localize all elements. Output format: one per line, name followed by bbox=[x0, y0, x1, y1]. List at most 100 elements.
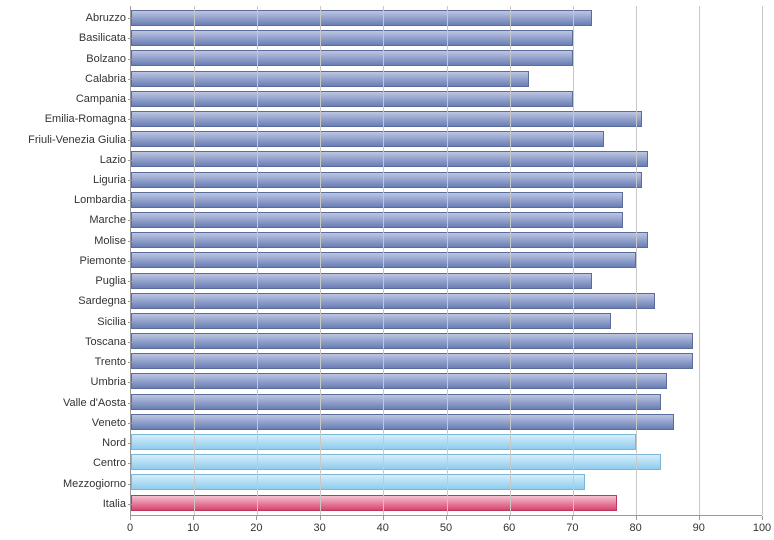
y-axis-tick-label: Mezzogiorno bbox=[63, 478, 126, 490]
y-label-row: Friuli-Venezia Giulia bbox=[0, 132, 126, 148]
y-label-row: Mezzogiorno bbox=[0, 476, 126, 492]
y-label-row: Trento bbox=[0, 354, 126, 370]
y-label-row: Campania bbox=[0, 91, 126, 107]
y-label-row: Abruzzo bbox=[0, 10, 126, 26]
y-axis-tick-label: Basilicata bbox=[79, 32, 126, 44]
y-tick bbox=[128, 119, 132, 120]
x-tick bbox=[572, 516, 573, 520]
y-label-row: Emilia-Romagna bbox=[0, 111, 126, 127]
y-axis-tick-label: Valle d'Aosta bbox=[63, 397, 126, 409]
y-axis-tick-label: Piemonte bbox=[80, 255, 126, 267]
y-tick bbox=[128, 403, 132, 404]
y-axis-labels: AbruzzoBasilicataBolzanoCalabriaCampania… bbox=[0, 6, 126, 516]
y-label-row: Valle d'Aosta bbox=[0, 395, 126, 411]
y-axis-tick-label: Molise bbox=[94, 235, 126, 247]
bar bbox=[131, 30, 573, 46]
x-axis-tick-label: 20 bbox=[250, 522, 262, 534]
y-label-row: Lazio bbox=[0, 152, 126, 168]
y-label-row: Marche bbox=[0, 212, 126, 228]
y-label-row: Liguria bbox=[0, 172, 126, 188]
bar bbox=[131, 373, 667, 389]
y-tick bbox=[128, 342, 132, 343]
x-tick bbox=[320, 516, 321, 520]
x-tick bbox=[446, 516, 447, 520]
bar bbox=[131, 333, 693, 349]
y-tick bbox=[128, 140, 132, 141]
chart-container: AbruzzoBasilicataBolzanoCalabriaCampania… bbox=[0, 0, 774, 540]
y-axis-tick-label: Sardegna bbox=[78, 295, 126, 307]
y-tick bbox=[128, 443, 132, 444]
y-label-row: Umbria bbox=[0, 374, 126, 390]
bar bbox=[131, 91, 573, 107]
bar bbox=[131, 192, 623, 208]
bar bbox=[131, 71, 529, 87]
y-axis-tick-label: Toscana bbox=[85, 336, 126, 348]
bar bbox=[131, 111, 642, 127]
plot-area bbox=[130, 6, 762, 516]
y-tick bbox=[128, 362, 132, 363]
gridline bbox=[320, 6, 321, 515]
gridline bbox=[383, 6, 384, 515]
gridline bbox=[762, 6, 763, 515]
y-axis-tick-label: Italia bbox=[103, 498, 126, 510]
x-axis-tick-label: 40 bbox=[377, 522, 389, 534]
bar bbox=[131, 131, 604, 147]
bar bbox=[131, 50, 573, 66]
y-axis-tick-label: Marche bbox=[89, 214, 126, 226]
y-label-row: Nord bbox=[0, 435, 126, 451]
y-label-row: Basilicata bbox=[0, 30, 126, 46]
y-label-row: Calabria bbox=[0, 71, 126, 87]
y-label-row: Toscana bbox=[0, 334, 126, 350]
bar bbox=[131, 273, 592, 289]
y-axis-tick-label: Calabria bbox=[85, 73, 126, 85]
y-tick bbox=[128, 220, 132, 221]
y-tick bbox=[128, 261, 132, 262]
bar bbox=[131, 313, 611, 329]
y-label-row: Puglia bbox=[0, 273, 126, 289]
x-tick bbox=[383, 516, 384, 520]
x-axis-tick-label: 90 bbox=[693, 522, 705, 534]
x-axis-tick-label: 50 bbox=[440, 522, 452, 534]
bar bbox=[131, 10, 592, 26]
x-axis-tick-label: 10 bbox=[187, 522, 199, 534]
y-tick bbox=[128, 180, 132, 181]
y-tick bbox=[128, 59, 132, 60]
y-axis-tick-label: Lazio bbox=[100, 154, 126, 166]
x-axis-tick-label: 70 bbox=[566, 522, 578, 534]
y-axis-tick-label: Sicilia bbox=[97, 316, 126, 328]
y-tick bbox=[128, 322, 132, 323]
x-axis-tick-label: 100 bbox=[753, 522, 771, 534]
y-tick bbox=[128, 160, 132, 161]
y-tick bbox=[128, 38, 132, 39]
y-label-row: Sicilia bbox=[0, 314, 126, 330]
x-tick bbox=[762, 516, 763, 520]
bar bbox=[131, 394, 661, 410]
y-tick bbox=[128, 18, 132, 19]
y-axis-tick-label: Puglia bbox=[95, 275, 126, 287]
x-tick bbox=[509, 516, 510, 520]
y-axis-tick-label: Lombardia bbox=[74, 194, 126, 206]
y-label-row: Lombardia bbox=[0, 192, 126, 208]
gridline bbox=[510, 6, 511, 515]
bar bbox=[131, 454, 661, 470]
x-tick bbox=[699, 516, 700, 520]
y-axis-tick-label: Abruzzo bbox=[86, 12, 126, 24]
x-tick bbox=[256, 516, 257, 520]
y-tick bbox=[128, 423, 132, 424]
gridline bbox=[257, 6, 258, 515]
y-axis-tick-label: Emilia-Romagna bbox=[45, 113, 126, 125]
bar bbox=[131, 414, 674, 430]
y-axis-tick-label: Centro bbox=[93, 457, 126, 469]
bar bbox=[131, 293, 655, 309]
y-axis-tick-label: Friuli-Venezia Giulia bbox=[28, 134, 126, 146]
x-axis-tick-label: 0 bbox=[127, 522, 133, 534]
gridline bbox=[636, 6, 637, 515]
bar bbox=[131, 232, 648, 248]
y-label-row: Veneto bbox=[0, 415, 126, 431]
x-tick bbox=[636, 516, 637, 520]
y-axis-tick-label: Trento bbox=[95, 356, 126, 368]
y-tick bbox=[128, 382, 132, 383]
y-tick bbox=[128, 281, 132, 282]
x-axis-tick-label: 80 bbox=[629, 522, 641, 534]
y-label-row: Italia bbox=[0, 496, 126, 512]
